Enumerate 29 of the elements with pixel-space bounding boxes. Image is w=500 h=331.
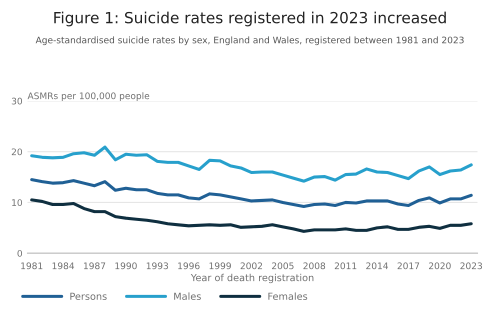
y-axis-title: ASMRs per 100,000 people (28, 92, 150, 101)
y-tick-label: 0 (17, 250, 22, 257)
x-axis-title: Year of death registration (190, 274, 314, 284)
line-series (30, 146, 473, 183)
y-tick-label: 20 (12, 148, 22, 156)
x-tick-label: 2014 (366, 262, 388, 270)
x-tick-label: 2011 (334, 262, 356, 270)
x-tick-label: 1987 (84, 262, 106, 270)
legend-label: Persons (70, 292, 107, 300)
x-tick-label: 1984 (52, 262, 74, 270)
x-tick-label: 2008 (303, 262, 326, 270)
x-tick-label: 2005 (272, 262, 294, 270)
x-tick-label: 1981 (21, 262, 42, 270)
x-tick-label: 2023 (460, 262, 482, 270)
legend-label: Males (174, 292, 201, 300)
legend-label: Females (268, 292, 308, 300)
line-series (30, 178, 473, 208)
x-tick-label: 1990 (115, 262, 137, 270)
y-tick-label: 30 (12, 98, 22, 105)
y-tick-label: 10 (12, 199, 22, 206)
x-tick-label: 2017 (398, 262, 420, 270)
x-tick-label: 1996 (178, 262, 200, 270)
x-tick-label: 2002 (240, 262, 262, 270)
chart-title: Figure 1: Suicide rates registered in 2023 increased (54, 12, 446, 26)
x-tick-label: 1999 (210, 262, 231, 270)
x-tick-label: 2020 (429, 262, 451, 270)
x-tick-label: 1993 (146, 262, 168, 270)
chart-subtitle: Age-standardised suicide rates by sex, England and Wales, registered between 1981 and 2023 (36, 36, 464, 46)
line-series (30, 198, 473, 233)
